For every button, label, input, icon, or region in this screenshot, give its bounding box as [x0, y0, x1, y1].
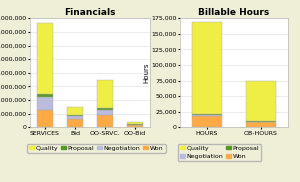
Bar: [37, 94, 53, 97]
Bar: [97, 115, 113, 127]
Bar: [97, 108, 113, 110]
Bar: [246, 81, 276, 121]
Bar: [246, 122, 276, 127]
Bar: [127, 124, 143, 125]
Bar: [67, 107, 83, 115]
Bar: [192, 22, 222, 114]
Title: Billable Hours: Billable Hours: [198, 8, 270, 17]
Bar: [192, 115, 222, 116]
Title: Financials: Financials: [64, 8, 116, 17]
Bar: [67, 115, 83, 116]
Bar: [97, 110, 113, 115]
Legend: Quality, Negotiation, Proposal, Won: Quality, Negotiation, Proposal, Won: [178, 144, 261, 161]
Bar: [246, 121, 276, 122]
Bar: [192, 116, 222, 127]
Legend: Quality, Proposal, Negotiation, Won: Quality, Proposal, Negotiation, Won: [27, 144, 166, 153]
Bar: [37, 110, 53, 127]
Y-axis label: Hours: Hours: [144, 63, 150, 83]
Bar: [67, 119, 83, 127]
Bar: [127, 125, 143, 126]
Bar: [37, 97, 53, 110]
Bar: [67, 116, 83, 119]
Bar: [127, 126, 143, 127]
Bar: [97, 80, 113, 108]
Bar: [127, 122, 143, 124]
Bar: [37, 23, 53, 94]
Bar: [192, 114, 222, 115]
